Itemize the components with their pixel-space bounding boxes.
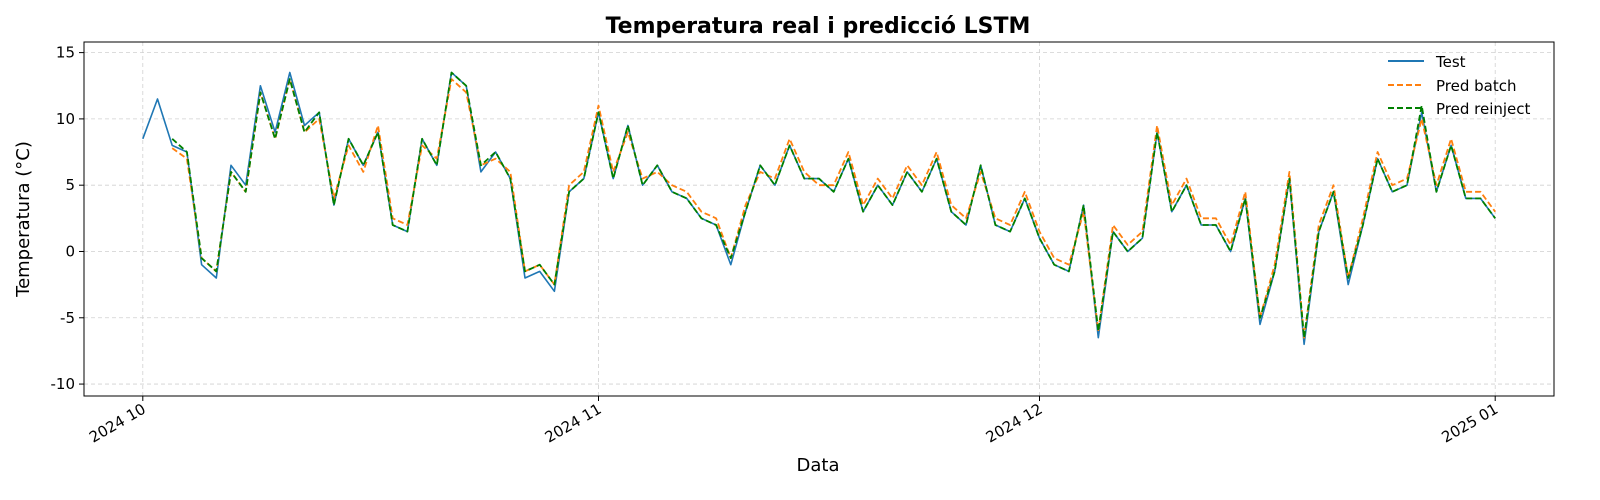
x-axis: 2024 10 2024 11 2024 12 2025 01: [86, 396, 1501, 446]
legend-label-pred-reinject: Pred reinject: [1436, 100, 1531, 118]
y-tick-label: -10: [51, 375, 76, 393]
y-tick-label: 0: [65, 242, 75, 260]
chart-title: Temperatura real i predicció LSTM: [606, 14, 1031, 39]
grid-lines: [84, 42, 1554, 396]
x-tick-label: 2025 01: [1438, 400, 1501, 447]
legend-label-test: Test: [1435, 53, 1466, 71]
legend-label-pred-batch: Pred batch: [1436, 77, 1517, 95]
plot-area-frame: [83, 41, 1555, 397]
y-tick-label: 15: [56, 44, 75, 62]
y-axis-label: Temperatura (°C): [13, 141, 34, 298]
y-axis: -10 -5 0 5 10 15: [51, 44, 84, 393]
series-line-pred-reinject: [171, 71, 1496, 339]
x-tick-label: 2024 12: [983, 400, 1046, 447]
series-line-pred-batch: [171, 78, 1496, 339]
x-axis-label: Data: [797, 455, 840, 476]
y-tick-label: 5: [65, 176, 75, 194]
y-tick-label: 10: [56, 110, 75, 128]
series-lines: [142, 71, 1496, 346]
x-tick-label: 2024 10: [86, 400, 149, 447]
legend: Test Pred batch Pred reinject: [1388, 53, 1531, 118]
x-tick-label: 2024 11: [542, 400, 605, 447]
y-tick-label: -5: [60, 309, 75, 327]
